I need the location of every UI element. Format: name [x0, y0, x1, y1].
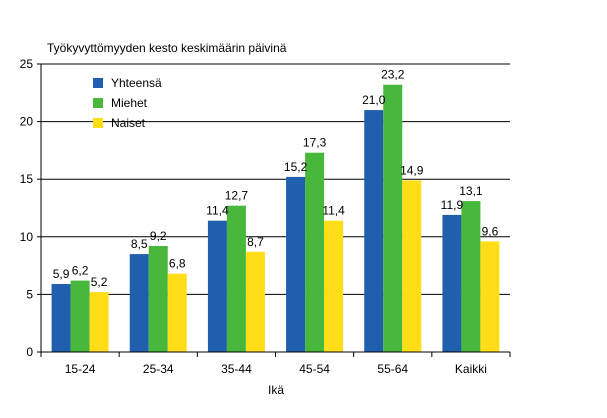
- x-tick-label: 55-64: [377, 362, 408, 376]
- data-label: 23,2: [381, 68, 405, 82]
- legend-label: Naiset: [111, 116, 146, 130]
- data-label: 11,4: [206, 204, 229, 218]
- gridlines: [41, 63, 510, 295]
- legend-label: Yhteensä: [111, 76, 162, 90]
- bar-naiset-Kaikki: [480, 241, 500, 352]
- data-label: 6,2: [72, 264, 89, 278]
- bar-miehet-15-24: [70, 280, 90, 352]
- data-label: 11,9: [441, 198, 464, 212]
- y-tick-label: 20: [20, 115, 34, 129]
- bar-miehet-45-54: [305, 152, 325, 352]
- bar-naiset-25-34: [167, 273, 187, 352]
- data-label: 8,7: [247, 235, 264, 249]
- chart-title: Työkyvyttömyyden kesto keskimäärin päivi…: [47, 41, 287, 55]
- bar-miehet-55-64: [383, 84, 403, 353]
- bar-miehet-Kaikki: [461, 201, 481, 352]
- bar-miehet-35-44: [226, 205, 246, 352]
- y-tick-label: 5: [26, 287, 33, 301]
- legend-swatch-naiset: [93, 118, 103, 128]
- data-label: 9,6: [482, 224, 499, 238]
- x-tick-label: 45-54: [299, 362, 330, 376]
- y-tick-label: 25: [20, 57, 34, 71]
- bar-yhteensä-55-64: [364, 110, 384, 352]
- legend-swatch-miehet: [93, 98, 103, 108]
- data-label: 8,5: [131, 237, 148, 251]
- data-label: 14,9: [400, 163, 424, 177]
- x-tick-label: 25-34: [143, 362, 174, 376]
- legend-label: Miehet: [111, 96, 148, 110]
- bar-yhteensä-15-24: [51, 284, 71, 352]
- bar-yhteensä-35-44: [207, 220, 227, 352]
- x-tick-label: 15-24: [65, 362, 96, 376]
- data-label: 11,4: [322, 204, 345, 218]
- bar-yhteensä-45-54: [286, 176, 306, 352]
- data-labels: 5,9 6,25,28,59,26,811,412,78,715,217,311,…: [53, 68, 499, 289]
- data-label: 5,2: [91, 275, 108, 289]
- y-tick-label: 0: [26, 345, 33, 359]
- bars: [51, 84, 500, 353]
- x-tick-label: Kaikki: [455, 362, 487, 376]
- data-label: 12,7: [225, 189, 249, 203]
- y-axis-ticks: 0 5 10 15 20 25: [20, 57, 41, 359]
- bar-yhteensä-25-34: [129, 254, 149, 352]
- data-label: 13,1: [459, 184, 483, 198]
- x-tick-label: 35-44: [221, 362, 252, 376]
- bar-naiset-15-24: [89, 292, 109, 352]
- data-label: 6,8: [169, 257, 186, 271]
- data-label: 21,0: [362, 93, 386, 107]
- bar-yhteensä-Kaikki: [442, 214, 462, 352]
- legend-swatch-yhteensä: [93, 78, 103, 88]
- data-label: 17,3: [303, 136, 327, 150]
- y-tick-label: 15: [20, 172, 34, 186]
- bar-naiset-55-64: [402, 180, 422, 352]
- bar-naiset-35-44: [245, 251, 265, 352]
- data-label: 5,9: [53, 267, 70, 281]
- x-axis-ticks: 15-24 25-34 35-44 45-54 55-64 Kaikki: [40, 352, 511, 376]
- legend: Yhteensä Miehet Naiset: [93, 76, 162, 130]
- bar-miehet-25-34: [148, 246, 168, 352]
- x-axis-label: Ikä: [268, 383, 284, 397]
- y-tick-label: 10: [20, 230, 34, 244]
- data-label: 9,2: [150, 229, 167, 243]
- data-label: 15,2: [284, 160, 308, 174]
- bar-naiset-45-54: [324, 220, 344, 352]
